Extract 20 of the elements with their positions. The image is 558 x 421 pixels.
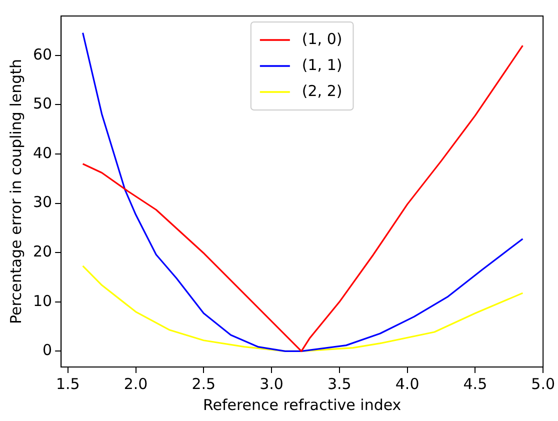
y-tick-label: 30 xyxy=(32,193,52,212)
legend-label: (1, 1) xyxy=(302,56,342,74)
legend-label: (1, 0) xyxy=(302,30,342,48)
x-tick-label: 2.5 xyxy=(192,374,216,393)
y-tick-label: 40 xyxy=(32,144,52,162)
y-axis-title: Percentage error in coupling length xyxy=(6,58,25,324)
y-tick-label: 20 xyxy=(32,242,52,261)
y-tick-label: 10 xyxy=(32,292,52,310)
x-tick-label: 3.5 xyxy=(327,374,352,393)
legend-label: (2, 2) xyxy=(302,82,342,100)
y-tick-label: 0 xyxy=(42,341,52,360)
x-tick-label: 4.0 xyxy=(395,374,420,393)
x-axis-title: Reference refractive index xyxy=(202,396,402,414)
x-tick-label: 3.0 xyxy=(260,374,284,393)
x-tick-label: 1.5 xyxy=(56,374,80,393)
x-tick-label: 4.5 xyxy=(463,374,488,393)
x-tick-label: 2.0 xyxy=(124,374,148,393)
y-tick-label: 60 xyxy=(32,45,52,64)
y-tick-label: 50 xyxy=(32,94,52,113)
x-tick-label: 5.0 xyxy=(531,374,555,393)
